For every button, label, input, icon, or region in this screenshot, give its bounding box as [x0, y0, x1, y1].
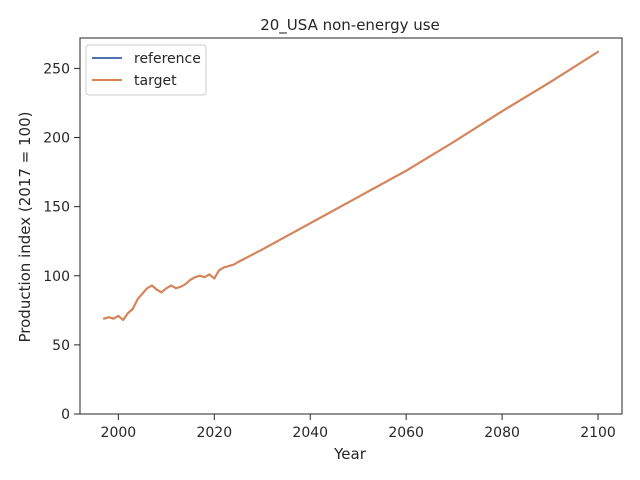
legend: reference target — [85, 44, 207, 96]
series-layer — [102, 50, 600, 321]
x-axis-label: Year — [333, 445, 367, 463]
x-tick-label: 2100 — [580, 425, 616, 441]
plot-frame — [79, 37, 623, 415]
y-tick-label: 0 — [61, 407, 70, 423]
y-tick-label: 250 — [43, 61, 70, 77]
y-axis: 0 50 100 150 200 250 — [43, 61, 80, 423]
x-tick-label: 2060 — [388, 425, 424, 441]
legend-label-reference: reference — [134, 51, 201, 67]
chart-title: 20_USA non-energy use — [260, 16, 440, 35]
series-line-target — [102, 50, 600, 321]
y-tick-label: 50 — [52, 338, 70, 354]
y-tick-label: 150 — [43, 200, 70, 216]
x-tick-label: 2020 — [196, 425, 232, 441]
x-tick-label: 2080 — [484, 425, 520, 441]
y-axis-label: Production index (2017 = 100) — [16, 112, 34, 343]
legend-label-target: target — [134, 73, 177, 89]
x-tick-label: 2040 — [292, 425, 328, 441]
plot-area — [79, 37, 623, 415]
y-tick-label: 200 — [43, 131, 70, 147]
x-axis: 2000 2020 2040 2060 2080 2100 — [101, 414, 616, 441]
x-tick-label: 2000 — [101, 425, 137, 441]
y-tick-label: 100 — [43, 269, 70, 285]
